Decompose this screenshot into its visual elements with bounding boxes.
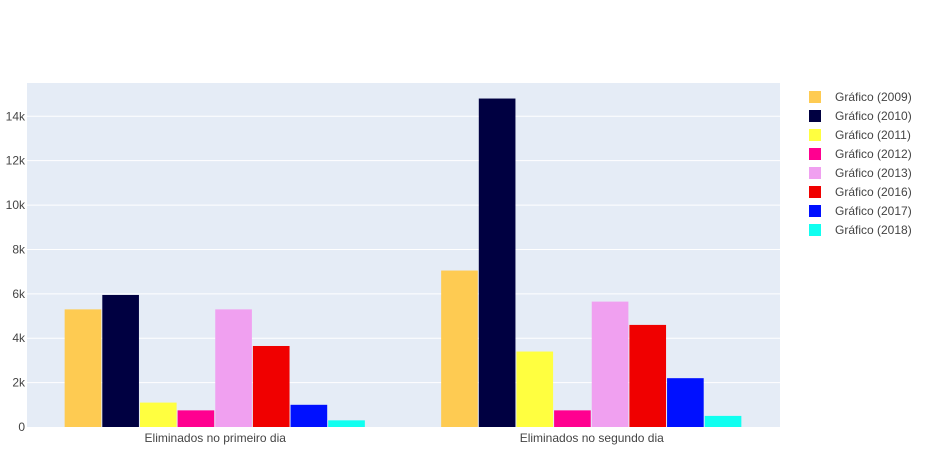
legend-swatch[interactable]	[809, 110, 821, 122]
y-tick-label: 10k	[6, 198, 26, 212]
bars	[64, 98, 742, 427]
bar	[591, 301, 629, 427]
bar	[102, 294, 139, 427]
legend-label[interactable]: Gráfico (2018)	[835, 223, 912, 237]
y-tick-label: 4k	[12, 331, 26, 345]
bar	[177, 410, 215, 427]
y-tick-label: 14k	[6, 109, 26, 123]
x-tick-label: Eliminados no segundo dia	[520, 431, 664, 445]
y-tick-label: 2k	[12, 376, 26, 390]
y-axis-ticks: 0 2k 4k 6k 8k 10k 12k 14k	[6, 109, 26, 434]
y-tick-label: 8k	[12, 242, 26, 256]
legend-label[interactable]: Gráfico (2010)	[835, 109, 912, 123]
legend-label[interactable]: Gráfico (2017)	[835, 204, 912, 218]
legend-label[interactable]: Gráfico (2016)	[835, 185, 912, 199]
legend-label[interactable]: Gráfico (2009)	[835, 90, 912, 104]
x-tick-label: Eliminados no primeiro dia	[145, 431, 287, 445]
bar	[290, 404, 328, 427]
legend-swatch[interactable]	[809, 224, 821, 236]
bar	[667, 378, 704, 427]
y-tick-label: 6k	[12, 287, 26, 301]
bar	[64, 309, 102, 427]
legend-swatch[interactable]	[809, 186, 821, 198]
bar	[516, 351, 554, 427]
legend-label[interactable]: Gráfico (2011)	[835, 128, 911, 142]
x-axis-ticks: Eliminados no primeiro dia Eliminados no …	[145, 431, 665, 445]
bar	[704, 415, 742, 427]
bar	[629, 324, 667, 427]
legend-swatch[interactable]	[809, 148, 821, 160]
bar	[478, 98, 516, 427]
plot-background	[27, 83, 780, 427]
legend-swatch[interactable]	[809, 91, 821, 103]
bar	[215, 309, 252, 427]
y-tick-label: 12k	[6, 154, 26, 168]
bar	[139, 402, 177, 427]
bar	[252, 345, 290, 427]
y-tick-label: 0	[18, 420, 25, 434]
bar	[441, 270, 478, 427]
bar	[554, 410, 591, 427]
gridlines	[27, 115, 780, 384]
legend: Gráfico (2009) Gráfico (2010) Gráfico (201…	[809, 90, 912, 237]
legend-label[interactable]: Gráfico (2013)	[835, 166, 912, 180]
legend-swatch[interactable]	[809, 167, 821, 179]
bar	[328, 420, 365, 427]
legend-label[interactable]: Gráfico (2012)	[835, 147, 912, 161]
legend-swatch[interactable]	[809, 205, 821, 217]
legend-swatch[interactable]	[809, 129, 821, 141]
